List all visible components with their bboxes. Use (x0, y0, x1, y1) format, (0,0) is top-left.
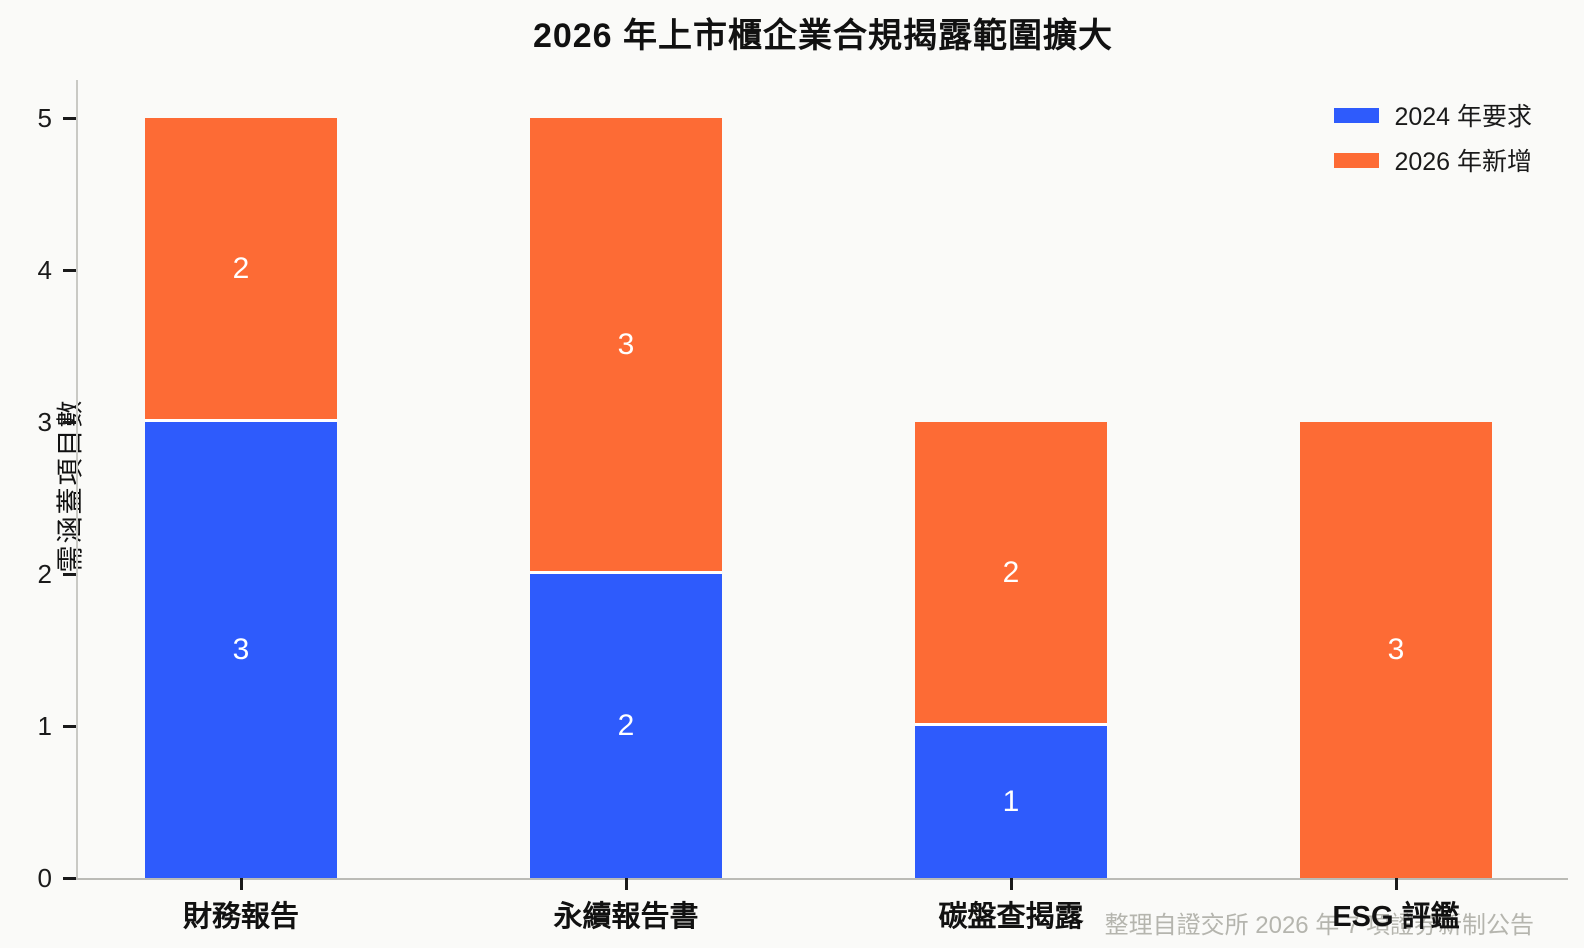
y-tick-label: 0 (37, 863, 52, 893)
y-tick-label: 1 (37, 711, 52, 741)
y-tick-mark (63, 724, 76, 728)
chart-title: 2026 年上市櫃企業合規揭露範圍擴大 (532, 17, 1114, 55)
bar-value-label: 3 (232, 633, 250, 666)
bar-segment: 3 (145, 422, 337, 878)
y-axis-line (76, 80, 78, 880)
legend-label: 2024 年要求 (1394, 103, 1532, 131)
bar-value-label: 2 (1002, 555, 1020, 589)
bar-segment: 2 (145, 118, 337, 422)
bar-segment: 3 (1300, 422, 1492, 878)
bar-segment: 1 (915, 726, 1107, 878)
x-category-label: ESG 評鑑 (1332, 901, 1460, 933)
bar-value-label: 1 (1002, 785, 1020, 818)
bar-value-label: 2 (232, 251, 250, 285)
x-category-label: 永續報告書 (553, 901, 699, 933)
y-tick-label: 4 (37, 255, 52, 285)
x-category-label: 財務報告 (182, 901, 299, 933)
legend-entry: 2024 年要求 (1334, 97, 1532, 133)
bar-value-label: 3 (1387, 633, 1405, 666)
source-note: 整理自證交所 2026 年 7 項證券新制公告 (1104, 912, 1534, 939)
y-tick-label: 5 (37, 103, 52, 133)
bar-segment: 2 (530, 574, 722, 878)
x-tick-mark (239, 878, 243, 890)
legend-swatch (1334, 152, 1380, 168)
bar-segment: 2 (915, 422, 1107, 726)
x-axis-line (76, 878, 1568, 880)
legend-entry: 2026 年新增 (1334, 142, 1532, 178)
legend-swatch (1334, 107, 1380, 123)
bar-segment: 3 (530, 118, 722, 574)
y-tick-mark (63, 876, 76, 880)
legend-label: 2026 年新增 (1394, 148, 1532, 176)
y-tick-mark (63, 572, 76, 576)
x-tick-mark (1009, 878, 1013, 890)
bar-value-label: 3 (617, 327, 635, 361)
x-tick-mark (624, 878, 628, 890)
legend: 2024 年要求 2026 年新增 (1334, 97, 1532, 178)
y-tick-mark (63, 420, 76, 424)
y-tick-label: 2 (37, 559, 52, 589)
y-tick-mark (63, 268, 76, 272)
bar-value-label: 2 (617, 709, 635, 742)
y-tick-label: 3 (37, 407, 52, 437)
x-tick-mark (1394, 878, 1398, 890)
x-category-label: 碳盤查揭露 (938, 901, 1084, 933)
y-tick-mark (63, 116, 76, 120)
plot-area: 0 1 2 3 4 5 3 2 2 3 1 2 3 (38, 80, 1568, 893)
